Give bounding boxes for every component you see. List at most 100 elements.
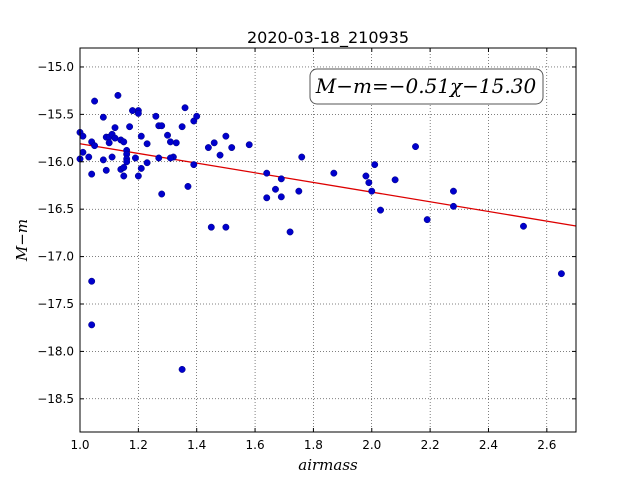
- data-point: [91, 142, 99, 150]
- data-point: [120, 164, 128, 171]
- data-point: [102, 166, 110, 174]
- data-point: [79, 148, 87, 156]
- data-point: [190, 161, 198, 169]
- x-tick-label: 2.2: [421, 438, 440, 452]
- data-point: [210, 139, 218, 147]
- x-tick-label: 1.4: [187, 438, 206, 452]
- chart-title: 2020-03-18_210935: [247, 28, 409, 48]
- y-tick-label: −17.0: [37, 250, 74, 264]
- data-point: [164, 131, 171, 139]
- data-point: [423, 216, 431, 224]
- data-point: [298, 153, 306, 161]
- data-point: [158, 122, 166, 130]
- data-point: [137, 132, 145, 140]
- data-point: [181, 104, 189, 112]
- data-point: [193, 112, 201, 120]
- data-point: [450, 187, 457, 195]
- y-tick-label: −16.0: [37, 155, 74, 169]
- data-point: [184, 182, 192, 190]
- data-point: [172, 139, 180, 147]
- data-point: [295, 187, 303, 195]
- data-point: [362, 172, 370, 180]
- data-point: [263, 194, 271, 202]
- data-point: [330, 169, 338, 177]
- annotation-box: [309, 68, 544, 105]
- data-point: [120, 172, 128, 180]
- data-point: [129, 107, 136, 115]
- data-point: [111, 124, 119, 132]
- data-point: [365, 179, 373, 187]
- data-point: [88, 321, 96, 329]
- data-point: [134, 109, 142, 117]
- data-point: [277, 175, 285, 183]
- data-point: [204, 144, 212, 152]
- annotation-text: M−m=−0.51χ−15.30: [315, 74, 537, 98]
- data-point: [143, 159, 151, 167]
- axis-ticks: [79, 48, 576, 432]
- x-tick-labels: 1.0 1.2 1.4 1.6 1.8 2.0 2.2 2.4 2.6: [70, 438, 556, 452]
- data-point: [85, 153, 93, 161]
- data-point: [88, 277, 96, 285]
- data-point: [99, 156, 107, 164]
- data-point: [377, 206, 384, 214]
- data-point: [207, 223, 215, 231]
- data-point: [557, 270, 565, 278]
- plot-area: [80, 48, 576, 432]
- y-tick-label: −15.0: [37, 60, 74, 74]
- data-point: [126, 123, 134, 131]
- data-point: [155, 154, 163, 162]
- data-point: [105, 139, 113, 147]
- x-tick-label: 1.2: [129, 438, 148, 452]
- data-point: [158, 190, 166, 198]
- x-tick-label: 1.0: [70, 438, 89, 452]
- data-point: [137, 164, 145, 172]
- data-point: [143, 140, 151, 148]
- data-point: [114, 91, 122, 99]
- data-point: [222, 223, 230, 231]
- y-tick-label: −17.5: [37, 297, 74, 311]
- data-point: [216, 151, 224, 159]
- y-axis-label: M−m: [13, 219, 31, 262]
- data-point: [272, 185, 279, 193]
- data-point: [245, 141, 253, 149]
- data-point: [391, 176, 399, 184]
- y-tick-label: −18.0: [37, 344, 74, 358]
- data-point: [228, 144, 236, 152]
- y-tick-label: −18.5: [37, 392, 74, 406]
- x-tick-label: 2.6: [537, 438, 556, 452]
- data-point: [99, 113, 107, 121]
- data-points: [76, 91, 565, 373]
- x-axis-label: airmass: [298, 456, 358, 474]
- x-tick-label: 2.4: [479, 438, 498, 452]
- equation-annotation: M−m=−0.51χ−15.30: [309, 68, 544, 105]
- data-point: [520, 222, 527, 230]
- data-point: [166, 154, 174, 162]
- y-tick-label: −16.5: [37, 202, 74, 216]
- x-tick-label: 2.0: [362, 438, 381, 452]
- y-tick-label: −15.5: [37, 107, 74, 121]
- data-point: [120, 138, 128, 146]
- data-point: [131, 154, 139, 162]
- data-point: [178, 365, 186, 373]
- data-point: [178, 123, 186, 131]
- data-point: [111, 134, 119, 142]
- y-tick-labels: −15.0 −15.5 −16.0 −16.5 −17.0 −17.5 −18.0 −18.5: [37, 60, 74, 406]
- data-point: [371, 161, 379, 169]
- plot-frame: [79, 47, 577, 433]
- data-point: [134, 172, 142, 180]
- data-point: [222, 132, 230, 140]
- x-tick-label: 1.6: [246, 438, 265, 452]
- data-point: [88, 170, 96, 178]
- data-point: [368, 187, 376, 195]
- x-tick-label: 1.8: [304, 438, 323, 452]
- data-point: [450, 202, 457, 210]
- data-point: [263, 169, 271, 177]
- data-point: [108, 153, 116, 161]
- data-point: [166, 138, 174, 146]
- data-point: [277, 193, 285, 201]
- fit-line-group: [79, 143, 577, 227]
- data-point: [412, 143, 419, 151]
- data-point: [152, 112, 160, 120]
- data-point: [123, 158, 131, 166]
